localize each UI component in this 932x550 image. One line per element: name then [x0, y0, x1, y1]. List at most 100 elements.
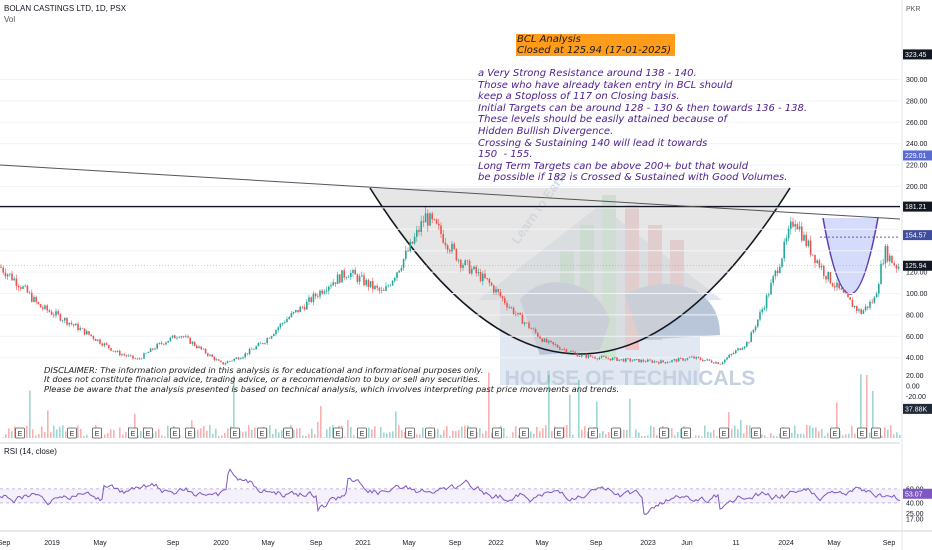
candle-body — [334, 282, 337, 284]
candle-body — [710, 360, 713, 363]
volume-bar — [167, 425, 169, 438]
candle-body — [48, 310, 51, 312]
candle-body — [191, 342, 194, 344]
candle-body — [35, 296, 37, 302]
cup-curve — [369, 187, 791, 355]
volume-bar — [491, 432, 493, 438]
price-tick: 220.00 — [906, 163, 928, 170]
candle-body — [827, 272, 829, 280]
symbol-title: BOLAN CASTINGS LTD, 1D, PSX — [4, 4, 127, 13]
time-tick: Sep — [883, 540, 896, 547]
time-tick: 2024 — [778, 540, 794, 547]
candle-body — [396, 272, 398, 279]
candle-body — [587, 355, 590, 358]
volume-bar — [65, 431, 67, 438]
candle-body — [125, 355, 128, 357]
candle-body — [81, 328, 84, 329]
time-tick: May — [402, 540, 416, 547]
candle-body — [684, 359, 686, 361]
price-tick: 100.00 — [906, 291, 928, 298]
falling-trendline — [0, 164, 901, 220]
volume-bar — [488, 372, 490, 438]
volume-bar — [848, 433, 850, 438]
candle-body — [477, 272, 480, 274]
candle-body — [398, 270, 400, 273]
candle-body — [721, 362, 724, 365]
candle-body — [554, 344, 557, 345]
candle-body — [627, 358, 629, 359]
rsi-band — [0, 488, 900, 503]
candle-body — [717, 362, 719, 364]
candle-body — [869, 301, 871, 308]
earnings-marker-label: E — [557, 431, 562, 438]
candle-body — [807, 240, 810, 247]
candle-body — [550, 340, 552, 343]
candle-body — [823, 266, 825, 276]
volume-bar — [401, 430, 403, 438]
time-tick: May — [535, 540, 549, 547]
volume-bar — [371, 429, 373, 438]
candle-body — [376, 285, 378, 288]
earnings-marker-label: E — [286, 431, 291, 438]
candle-body — [279, 323, 282, 328]
volume-bar — [278, 432, 280, 438]
volume-bar — [368, 427, 370, 438]
candle-body — [171, 335, 174, 338]
candle-body — [174, 335, 176, 339]
earnings-marker — [719, 427, 729, 439]
volume-bar — [344, 436, 346, 438]
candle-body — [66, 318, 68, 325]
candle-body — [255, 346, 257, 350]
volume-bar — [62, 425, 64, 438]
volume-bar — [512, 432, 514, 438]
candle-body — [873, 297, 876, 303]
candle-body — [262, 342, 264, 344]
volume-bar — [293, 430, 295, 438]
volume-bar — [275, 428, 277, 438]
price-axis[interactable]: 40.0060.0080.00100.00120.00180.00200.002… — [901, 0, 932, 550]
candle-body — [545, 338, 548, 343]
candle-body — [691, 356, 693, 358]
candle-body — [295, 309, 297, 312]
candle-body — [281, 322, 284, 324]
candle-body — [380, 290, 383, 291]
candle-body — [600, 356, 603, 358]
candle-body — [314, 293, 317, 297]
volume-bar — [806, 425, 808, 438]
candle-body — [618, 359, 620, 361]
candle-body — [92, 336, 95, 339]
candle-body — [891, 255, 893, 264]
candle-body — [444, 242, 447, 246]
candle-body — [479, 272, 482, 282]
candle-body — [321, 290, 323, 294]
candle-body — [354, 269, 356, 275]
volume-bar — [647, 435, 649, 438]
volume-bar — [242, 432, 244, 438]
volume-bar — [881, 435, 883, 438]
candle-body — [72, 324, 75, 326]
volume-bar — [854, 433, 856, 438]
volume-bar — [632, 437, 634, 438]
candle-body — [706, 359, 708, 361]
candle-body — [154, 348, 156, 350]
volume-bar — [530, 431, 532, 438]
volume-bar — [206, 430, 208, 438]
candle-body — [402, 258, 405, 268]
time-tick: Sep — [0, 540, 10, 547]
candle-body — [473, 266, 475, 270]
candle-body — [31, 292, 33, 302]
volume-bar — [773, 435, 775, 438]
volume-bar — [398, 425, 400, 438]
volume-bar — [323, 437, 325, 438]
volume-bar — [731, 428, 733, 438]
time-axis[interactable]: Sep 2019 May Sep 2020 May Sep 2021 May Sep 2022 May… — [0, 540, 895, 547]
time-tick: Sep — [310, 540, 323, 547]
rsi-tick: 25.00 — [906, 511, 924, 518]
candle-body — [306, 301, 308, 310]
candle-body — [292, 311, 295, 314]
candle-body — [226, 361, 229, 364]
candle-body — [336, 274, 339, 284]
volume-bar — [536, 426, 538, 438]
candle-body — [347, 277, 350, 278]
time-tick: 2021 — [355, 540, 371, 547]
